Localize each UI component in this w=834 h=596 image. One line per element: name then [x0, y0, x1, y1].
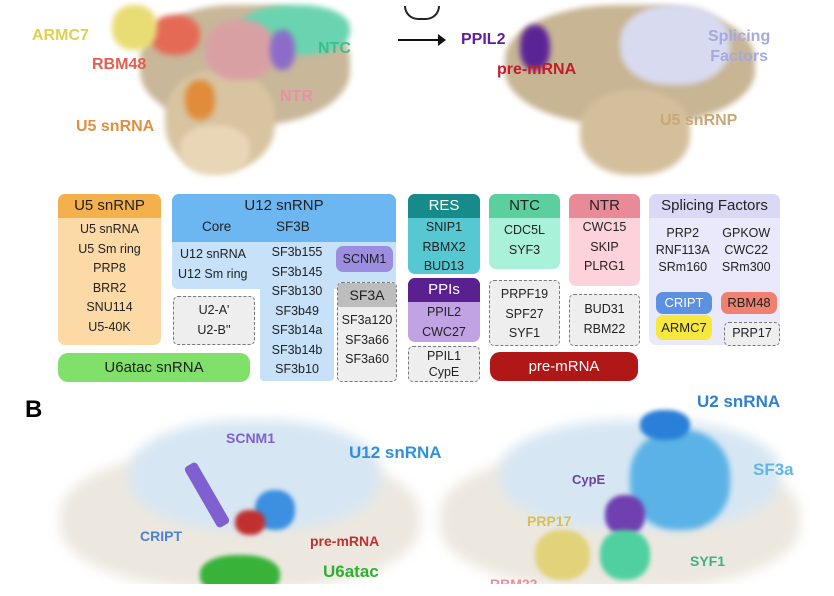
- item: SF3b14b: [271, 342, 323, 357]
- label-ntc: NTC: [318, 40, 351, 57]
- u2-box: U2-A' U2-B'': [173, 296, 255, 345]
- item: BUD31: [584, 302, 625, 316]
- item: SYF3: [508, 242, 541, 257]
- item: PPIL1: [426, 349, 462, 363]
- item: SNU114: [86, 300, 133, 314]
- item: SF3b145: [271, 264, 323, 279]
- u12-snrnp-title: U12 snRNP: [244, 197, 324, 214]
- sf3a-title: SF3A: [338, 283, 396, 307]
- item: CypE: [428, 365, 460, 379]
- rbm48-badge: RBM48: [721, 292, 777, 314]
- item: RBM22: [583, 321, 626, 336]
- item: PPIL2: [426, 305, 462, 319]
- label-ntr: NTR: [280, 88, 313, 105]
- item: BRR2: [92, 280, 127, 295]
- label-u6atac: U6atac: [323, 562, 379, 581]
- item: BUD13: [423, 259, 465, 273]
- item: U5-40K: [88, 319, 131, 334]
- item: SF3b10: [275, 362, 319, 376]
- ppil1-box: PPIL1 CypE: [408, 346, 480, 382]
- label-u2-snrna: U2 snRNA: [697, 392, 781, 411]
- label-u12-snrna: U12 snRNA: [349, 443, 442, 462]
- label-scnm1: SCNM1: [226, 430, 276, 446]
- ntr-title: NTR: [569, 194, 640, 218]
- rotate-icon: [404, 6, 440, 20]
- item: U5 Sm ring: [78, 241, 141, 256]
- label-ppil2: PPIL2: [461, 31, 506, 48]
- armc7-badge: ARMC7: [656, 315, 712, 340]
- ppis-box: PPIs PPIL2 CWC27: [408, 278, 480, 342]
- sf3b-box: SF3b155 SF3b145 SF3b130 SF3b49 SF3b14a S…: [260, 242, 334, 381]
- prpf19-box: PRPF19 SPF27 SYF1: [489, 280, 560, 346]
- u6atac-badge: U6atac snRNA: [58, 353, 250, 382]
- item: CDC5L: [504, 223, 545, 237]
- splicing-factors-box: Splicing Factors PRP2 GPKOW RNF113A CWC22 …: [649, 194, 780, 345]
- sf3b-title: SF3B: [276, 219, 310, 234]
- label-u5-snrnp: U5 snRNP: [660, 112, 738, 129]
- item: PRPF19: [500, 287, 549, 301]
- ppis-title: PPIs: [408, 278, 480, 302]
- label-armc7: ARMC7: [32, 27, 89, 44]
- arrow-right-icon: [398, 34, 446, 46]
- label-prp17: PRP17: [527, 513, 572, 529]
- res-title: RES: [408, 194, 480, 218]
- label-sf3a: SF3a: [753, 460, 794, 479]
- item: SF3b49: [275, 303, 319, 318]
- item: U2-B'': [197, 322, 231, 337]
- item: SRm160: [658, 260, 708, 274]
- item: PRP8: [93, 261, 126, 275]
- label-text: Factors: [710, 48, 769, 65]
- item: SKIP: [590, 239, 619, 254]
- item: SF3a60: [345, 352, 389, 366]
- splicing-factors-title: Splicing Factors: [649, 194, 780, 218]
- panel-b-label: B: [25, 396, 43, 423]
- item: U12 Sm ring: [178, 266, 248, 281]
- ntc-box: NTC CDC5L SYF3: [489, 194, 560, 269]
- label-cype: CypE: [572, 472, 606, 487]
- item: RBMX2: [422, 239, 466, 254]
- item: CWC22: [724, 243, 769, 257]
- item: PRP2: [666, 226, 700, 240]
- pre-mrna-badge: pre-mRNA: [490, 352, 638, 381]
- item: SNIP1: [425, 220, 463, 234]
- u12-snrnp-header: U12 snRNP Core SF3B: [172, 194, 396, 242]
- label-rbm48: RBM48: [92, 56, 147, 73]
- label-syf1: SYF1: [690, 553, 726, 569]
- u5-snrnp-title: U5 snRNP: [58, 194, 161, 218]
- item: SF3a120: [341, 313, 393, 327]
- item: SF3b155: [271, 245, 323, 259]
- bottom-margin: [0, 584, 834, 596]
- core-title: Core: [202, 219, 232, 234]
- item: GPKOW: [722, 226, 771, 240]
- item: PLRG1: [584, 259, 625, 273]
- cript-badge: CRIPT: [656, 292, 712, 314]
- bud31-box: BUD31 RBM22: [569, 294, 640, 346]
- item: RNF113A: [655, 243, 710, 257]
- label-u5-snrna: U5 snRNA: [76, 118, 155, 135]
- label-pre-mrna: pre-mRNA: [497, 61, 577, 78]
- item: U2-A': [198, 303, 230, 317]
- label-pre-mrna-b: pre-mRNA: [310, 533, 380, 549]
- item: SF3b14a: [271, 323, 323, 337]
- ntc-title: NTC: [489, 194, 560, 218]
- ntr-box: NTR CWC15 SKIP PLRG1: [569, 194, 640, 286]
- item: CWC15: [582, 220, 627, 234]
- label-text: Splicing: [708, 28, 771, 45]
- label-cript: CRIPT: [140, 528, 182, 544]
- item: SF3a66: [345, 332, 389, 347]
- scnm1-badge: SCNM1: [336, 246, 393, 272]
- item: U12 snRNA: [180, 247, 246, 261]
- sf3a-box: SF3A SF3a120 SF3a66 SF3a60: [337, 282, 397, 382]
- item: SRm300: [721, 260, 771, 274]
- item: CWC27: [422, 324, 466, 339]
- res-box: RES SNIP1 RBMX2 BUD13: [408, 194, 480, 274]
- label-splicing-factors: Splicing Factors: [708, 27, 770, 67]
- item: SPF27: [505, 306, 544, 321]
- u5-snrnp-box: U5 snRNP U5 snRNA U5 Sm ring PRP8 BRR2 S…: [58, 194, 161, 345]
- item: SYF1: [508, 326, 541, 340]
- item: U5 snRNA: [79, 222, 140, 236]
- prp17-box: PRP17: [724, 322, 780, 346]
- item: SF3b130: [271, 284, 323, 298]
